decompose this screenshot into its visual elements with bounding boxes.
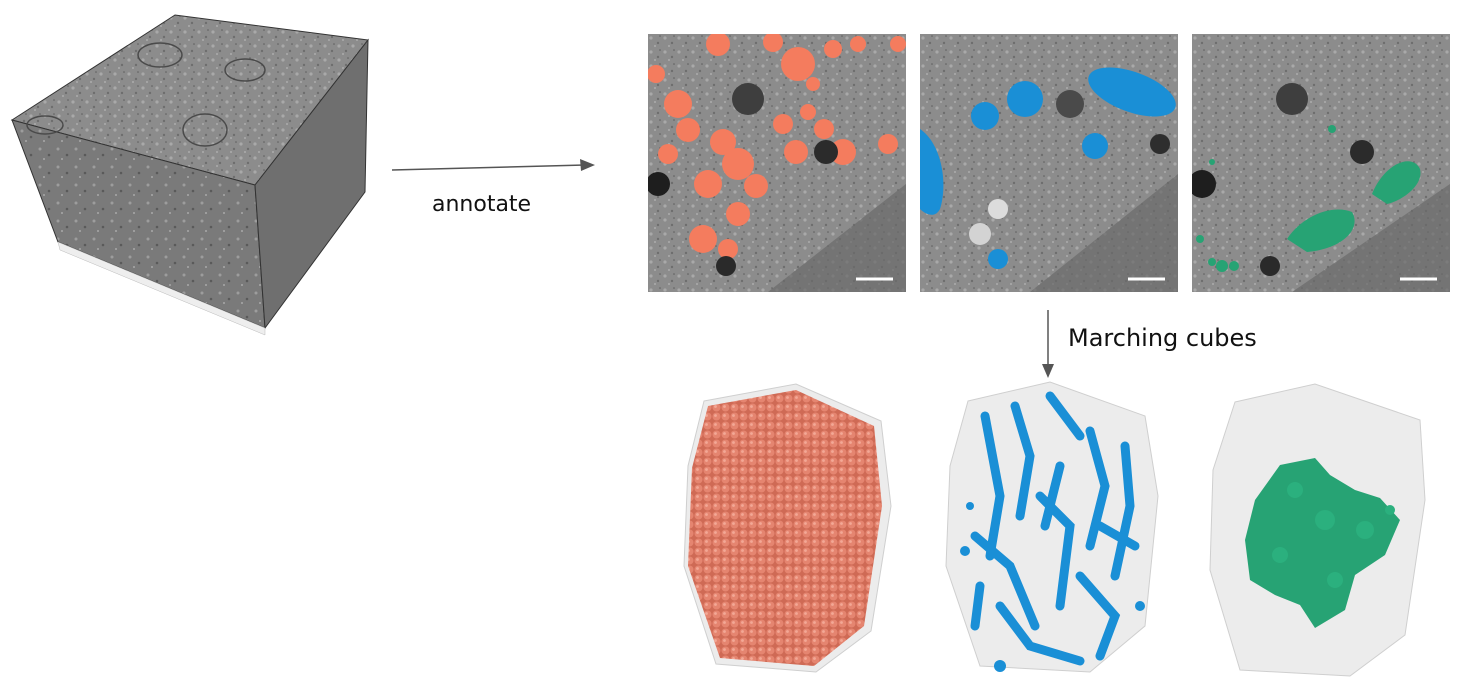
annotate-label: annotate [432, 192, 532, 217]
annotate-arrow [391, 159, 595, 171]
render-third [1209, 383, 1426, 677]
render-vesicles [683, 383, 892, 673]
render-mitochondria [945, 381, 1159, 673]
em-panel-mitochondria [920, 34, 1178, 292]
em-panel-third [1192, 34, 1450, 292]
em-volume-cube [10, 14, 369, 336]
em-panel-vesicles [648, 34, 906, 292]
marching-label: Marching cubes [1068, 324, 1257, 352]
marching-arrow [1042, 310, 1054, 378]
